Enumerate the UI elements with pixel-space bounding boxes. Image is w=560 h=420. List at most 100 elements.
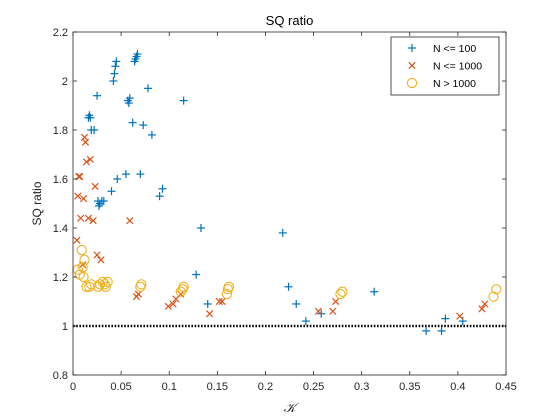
data-point [86,155,94,164]
marker-stroke [314,307,322,315]
data-point [111,62,120,71]
legend: N <= 100 N <= 1000 N > 1000 [390,36,500,96]
data-point [97,276,108,288]
data-point [139,121,148,130]
data-point [178,281,189,292]
data-point [284,282,293,291]
data-point [93,91,102,100]
data-point [76,172,84,181]
data-point [78,271,89,283]
data-point [332,297,340,306]
data-point [99,197,108,206]
y-tick-label: 1.8 [53,125,68,137]
data-point [97,256,105,264]
legend-marker [408,61,416,70]
series-3 [72,244,502,302]
x-tick-label: 0.15 [207,381,228,393]
legend-label: N <= 1000 [433,61,482,73]
data-point [81,138,90,146]
data-point [192,270,201,279]
data-point [124,99,133,108]
data-point [456,312,464,320]
data-point [169,300,177,308]
data-point [179,96,188,105]
marker-stroke [206,310,214,318]
data-point [134,290,143,298]
data-point [203,299,212,308]
data-point [136,279,147,290]
data-point [223,281,235,292]
data-point [74,192,82,200]
data-point [100,281,111,292]
y-tick-label: 1.2 [53,272,68,284]
legend-label: N > 1000 [433,78,476,90]
data-point [102,276,113,288]
series-1 [84,50,467,335]
y-tick-label: 0.8 [53,370,68,382]
marker-stroke [408,61,416,70]
x-tick-label: 0.1 [162,381,177,393]
data-point [441,314,450,323]
data-point [133,50,142,59]
data-point [109,77,118,85]
data-point [76,244,87,256]
marker-stroke [82,158,91,166]
data-point [113,175,122,183]
legend-entry: N <= 1000 [408,61,482,73]
data-point [73,236,81,244]
data-point [112,57,121,66]
y-tick-label: 1 [62,321,68,333]
data-point [278,228,287,237]
data-point [422,326,431,335]
axes-box [72,31,507,376]
x-tick-label: 0 [70,381,76,393]
chart-title: SQ ratio [266,13,314,28]
legend-entry: N > 1000 [406,77,476,90]
marker-stroke [93,251,101,259]
data-point [126,217,134,225]
marker-stroke [76,172,84,181]
data-point [158,184,167,193]
x-tick-label: 0.35 [399,381,420,393]
legend-label: N <= 100 [433,43,476,55]
x-tick-label: 0.25 [303,381,324,393]
data-point [478,305,486,313]
data-point [136,170,145,179]
marker-stroke [481,300,489,308]
data-point [218,297,226,306]
data-point [125,94,134,103]
data-point [491,284,502,295]
data-point [196,224,205,232]
data-point [206,310,214,318]
data-point [86,113,95,122]
data-point [314,307,322,315]
legend-box [390,36,500,96]
data-point [329,307,337,315]
marker-stroke [74,192,82,200]
marker-stroke [164,302,172,311]
marker-stroke [77,214,85,222]
data-point [79,254,90,265]
data-point [77,214,85,222]
x-tick-label: 0.4 [450,381,465,393]
data-point [121,170,130,179]
marker-stroke [126,217,134,225]
marker-stroke [73,236,81,244]
data-point [335,288,346,300]
data-point [91,182,99,190]
data-point [437,326,446,335]
legend-marker [408,44,416,52]
x-axis-label: 𝒦 [283,400,299,415]
data-point [89,217,97,225]
data-point [221,288,233,300]
marker-stroke [86,155,94,164]
data-point [94,279,106,290]
data-point [488,291,499,302]
y-tick-label: 2 [62,76,68,88]
data-point [155,192,164,201]
data-point [144,84,153,93]
data-point [82,158,91,166]
data-markers [72,50,506,335]
data-point [175,286,186,297]
